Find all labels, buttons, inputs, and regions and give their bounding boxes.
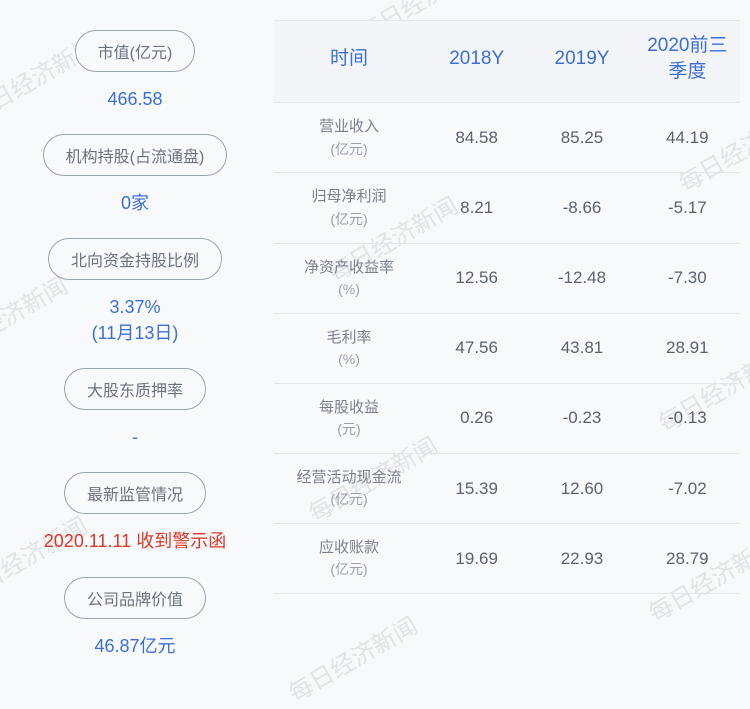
- metric-name: 归母净利润: [280, 187, 418, 207]
- left-stats-column: 市值(亿元) 466.58 机构持股(占流通盘) 0家北向资金持股比例 3.37%(11…: [10, 20, 260, 648]
- stat-label-pill: 公司品牌价值: [64, 577, 206, 619]
- metric-unit: (%): [280, 350, 418, 369]
- table-header: 2020前三季度: [635, 21, 740, 103]
- table-cell: 15.39: [424, 453, 529, 523]
- table-row: 应收账款 (亿元) 19.6922.9328.79: [274, 524, 740, 594]
- stat-label-pill: 北向资金持股比例: [48, 238, 222, 280]
- table-cell: 47.56: [424, 313, 529, 383]
- table-cell: 0.26: [424, 383, 529, 453]
- metric-unit: (亿元): [280, 490, 418, 509]
- metric-name: 经营活动现金流: [280, 468, 418, 488]
- metric-unit: (%): [280, 280, 418, 299]
- table-cell: -0.13: [635, 383, 740, 453]
- table-cell: 19.69: [424, 524, 529, 594]
- stat-value: 0家: [121, 190, 149, 216]
- table-header: 时间: [274, 21, 424, 103]
- table-row: 净资产收益率 (%) 12.56-12.48-7.30: [274, 243, 740, 313]
- metric-name-cell: 净资产收益率 (%): [274, 243, 424, 313]
- table-cell: -7.02: [635, 453, 740, 523]
- table-row: 毛利率 (%) 47.5643.8128.91: [274, 313, 740, 383]
- metric-unit: (亿元): [280, 560, 418, 579]
- metric-name: 营业收入: [280, 117, 418, 137]
- table-header: 2018Y: [424, 21, 529, 103]
- metric-unit: (亿元): [280, 140, 418, 159]
- table-cell: -5.17: [635, 173, 740, 243]
- stat-value: 2020.11.11 收到警示函: [44, 528, 226, 554]
- table-cell: 84.58: [424, 103, 529, 173]
- stat-value: 3.37%(11月13日): [92, 294, 179, 346]
- table-cell: 28.79: [635, 524, 740, 594]
- stat-label-pill: 大股东质押率: [64, 368, 206, 410]
- table-cell: 28.91: [635, 313, 740, 383]
- metric-name-cell: 归母净利润 (亿元): [274, 173, 424, 243]
- table-row: 营业收入 (亿元) 84.5885.2544.19: [274, 103, 740, 173]
- table-row: 每股收益 (元) 0.26-0.23-0.13: [274, 383, 740, 453]
- table-cell: 12.56: [424, 243, 529, 313]
- metric-name-cell: 经营活动现金流 (亿元): [274, 453, 424, 523]
- table-row: 归母净利润 (亿元) 8.21-8.66-5.17: [274, 173, 740, 243]
- table-header: 2019Y: [529, 21, 634, 103]
- metric-name: 每股收益: [280, 398, 418, 418]
- stat-value: 46.87亿元: [94, 633, 175, 659]
- table-cell: -0.23: [529, 383, 634, 453]
- stat-label-pill: 市值(亿元): [75, 30, 196, 72]
- table-cell: -7.30: [635, 243, 740, 313]
- stat-value: 466.58: [107, 86, 162, 112]
- stat-value: -: [132, 424, 138, 450]
- metric-name-cell: 营业收入 (亿元): [274, 103, 424, 173]
- stat-label-pill: 机构持股(占流通盘): [43, 134, 228, 176]
- table-cell: 85.25: [529, 103, 634, 173]
- table-cell: -8.66: [529, 173, 634, 243]
- stat-label-pill: 最新监管情况: [64, 472, 206, 514]
- metric-unit: (元): [280, 420, 418, 439]
- metric-name: 应收账款: [280, 538, 418, 558]
- financial-table-wrapper: 时间2018Y2019Y2020前三季度 营业收入(亿元)84.5885.254…: [260, 20, 740, 648]
- table-cell: 44.19: [635, 103, 740, 173]
- table-cell: 43.81: [529, 313, 634, 383]
- metric-name: 毛利率: [280, 328, 418, 348]
- table-cell: 12.60: [529, 453, 634, 523]
- table-cell: 8.21: [424, 173, 529, 243]
- table-cell: 22.93: [529, 524, 634, 594]
- table-row: 经营活动现金流 (亿元) 15.3912.60-7.02: [274, 453, 740, 523]
- table-cell: -12.48: [529, 243, 634, 313]
- metric-name-cell: 每股收益 (元): [274, 383, 424, 453]
- financial-table: 时间2018Y2019Y2020前三季度 营业收入(亿元)84.5885.254…: [274, 20, 740, 594]
- metric-name-cell: 应收账款 (亿元): [274, 524, 424, 594]
- metric-name: 净资产收益率: [280, 258, 418, 278]
- metric-unit: (亿元): [280, 210, 418, 229]
- metric-name-cell: 毛利率 (%): [274, 313, 424, 383]
